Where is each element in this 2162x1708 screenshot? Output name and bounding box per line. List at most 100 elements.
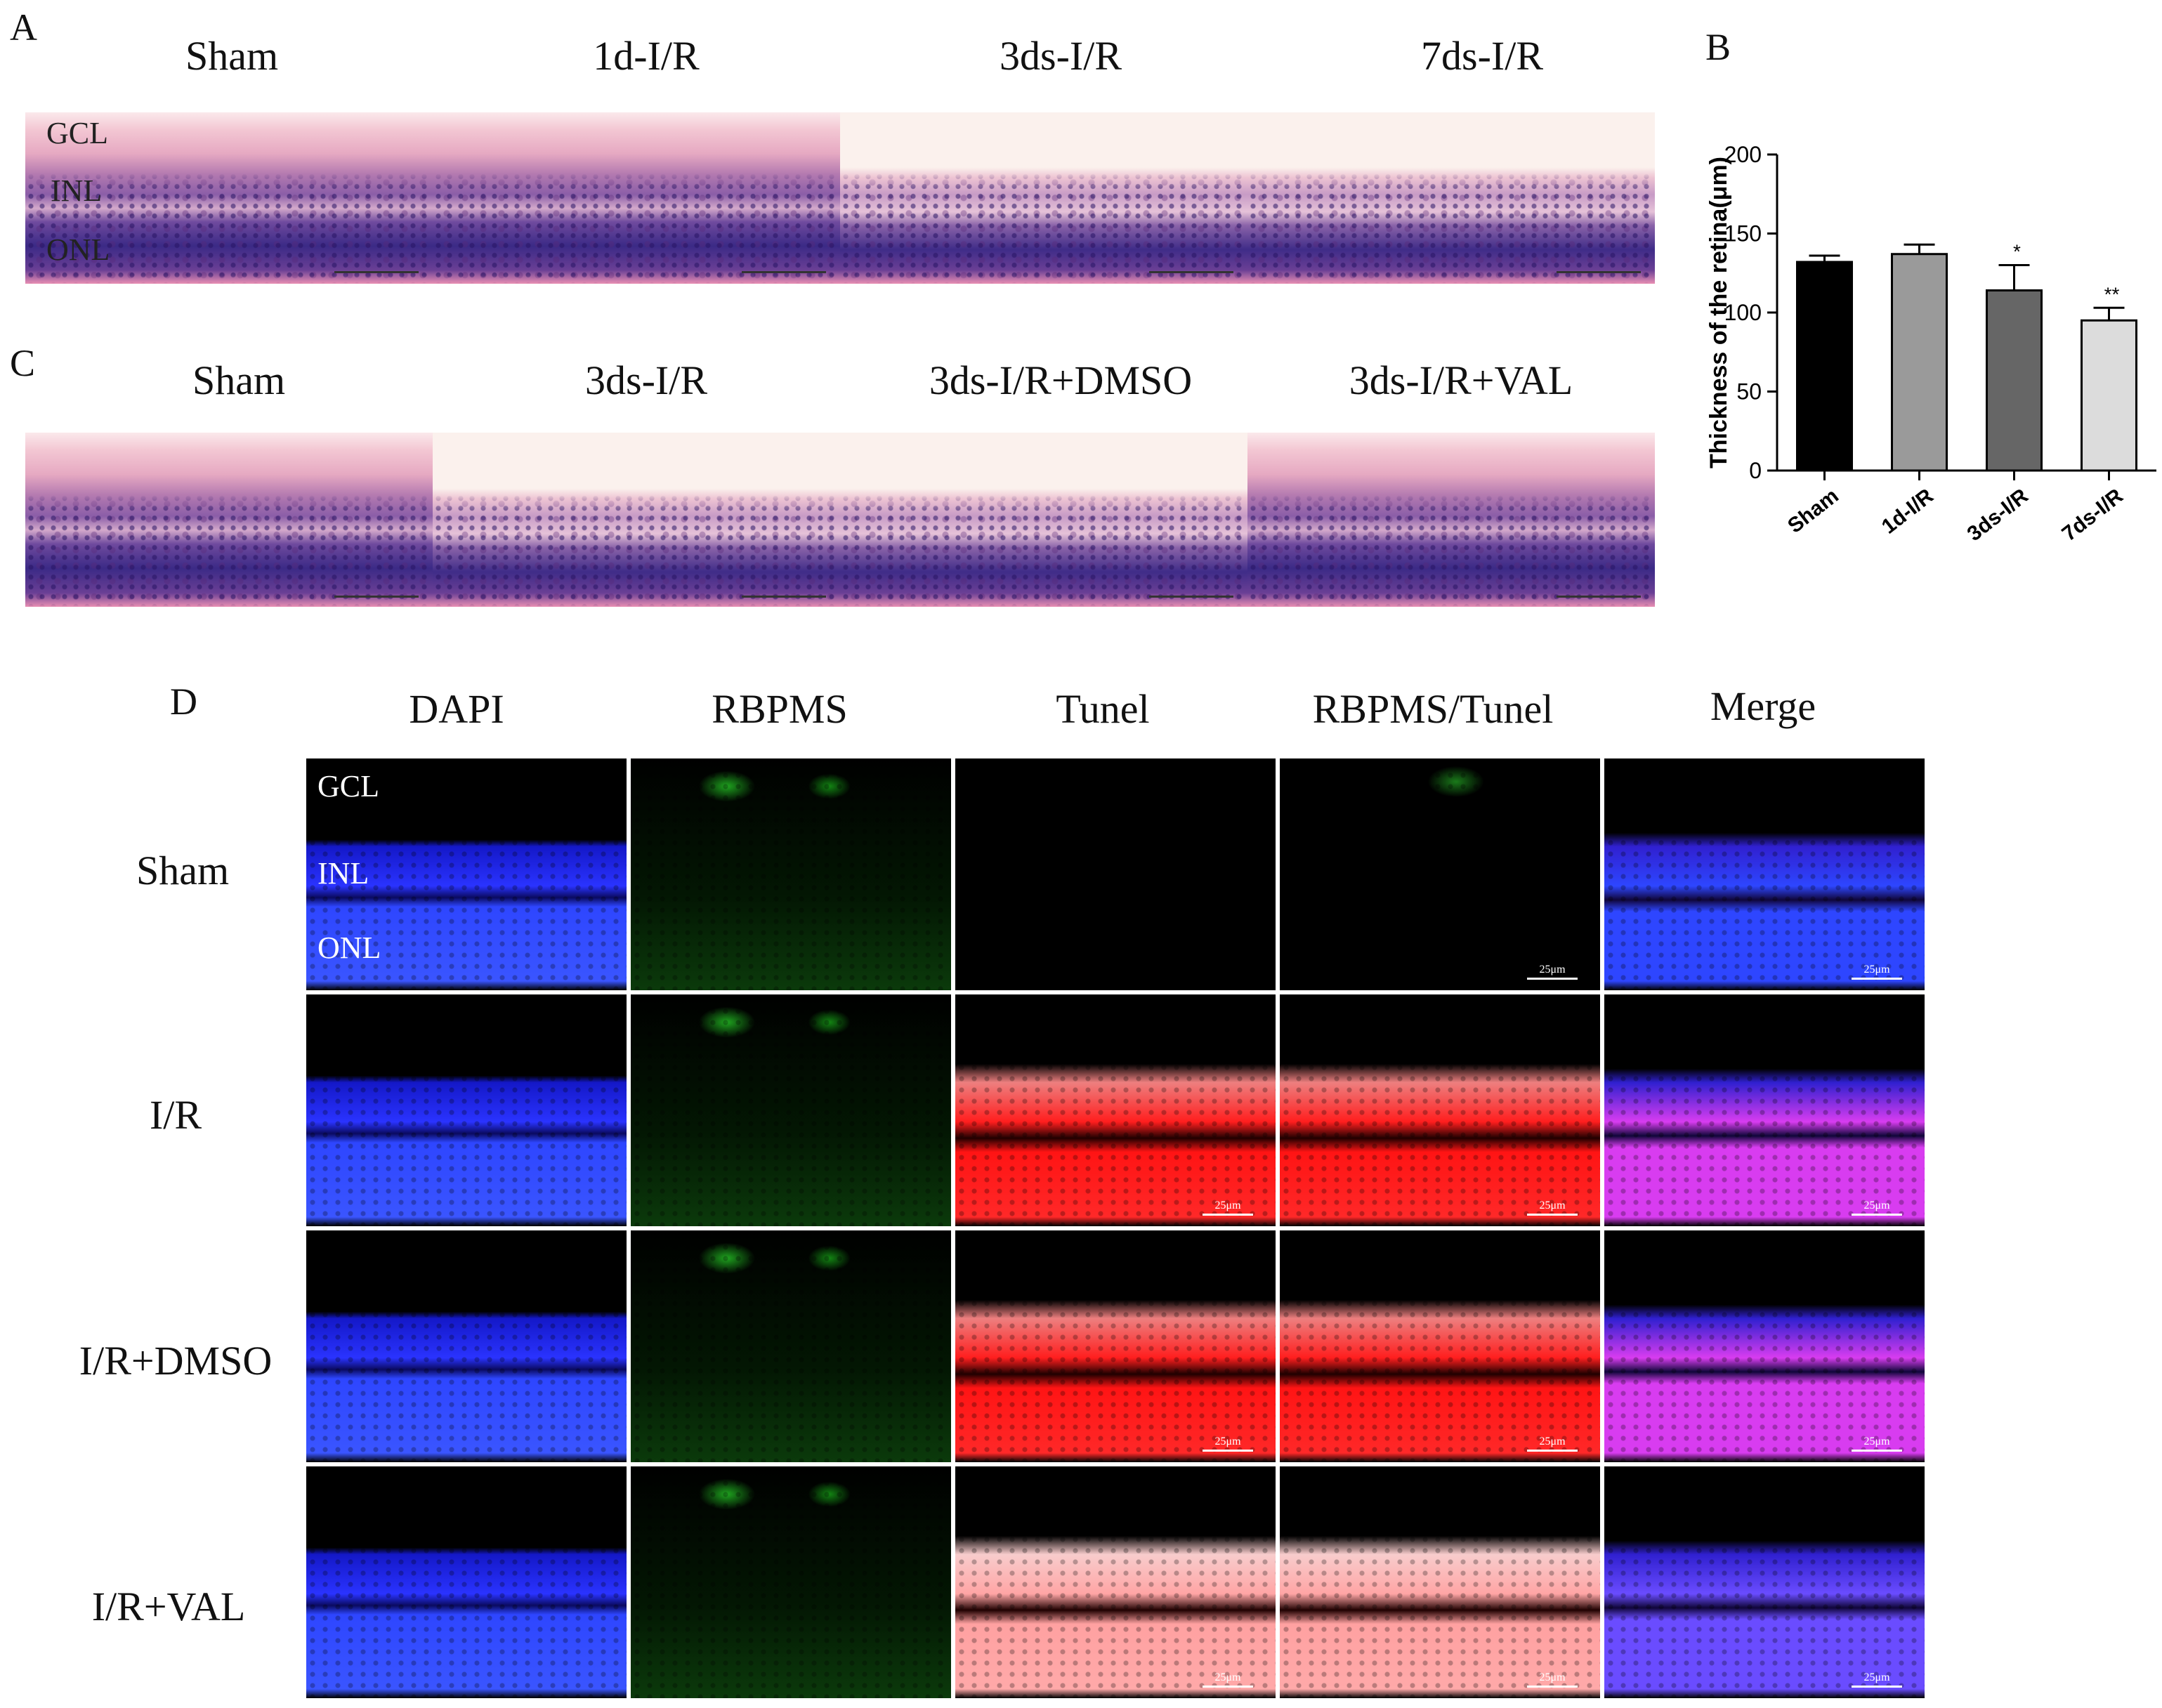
scale-bar-line	[1203, 1214, 1253, 1216]
y-tick-label: 0	[1749, 458, 1762, 483]
cell-texture	[1280, 758, 1600, 990]
cell-texture	[1280, 1466, 1600, 1698]
y-axis-label: Thickness of the retina(μm)	[1705, 157, 1732, 468]
panel-d-row-ir: I/R	[149, 1092, 202, 1138]
fluorescence-image: 25μm	[955, 994, 1276, 1226]
cell-texture	[306, 1466, 627, 1698]
fluorescence-image: 25μm	[1280, 758, 1600, 990]
fluorescence-image: 25μm	[955, 1230, 1276, 1462]
bar	[1796, 261, 1853, 472]
layer-label-inl: INL	[317, 856, 369, 891]
fluorescence-image: 25μm	[1604, 994, 1925, 1226]
panel-c-col-sham: Sham	[192, 357, 286, 403]
panel-c-col-dmso: 3ds-I/R+DMSO	[929, 357, 1193, 403]
panel-a-col-sham: Sham	[185, 33, 279, 79]
x-tick-label: 1d-I/R	[1878, 484, 1938, 539]
panel-c-col-val: 3ds-I/R+VAL	[1349, 357, 1573, 403]
cell-texture	[955, 758, 1276, 990]
panel-d-row-sham: Sham	[136, 848, 230, 893]
scale-bar: 25μm	[1203, 1671, 1253, 1688]
scale-bar-label: 25μm	[1214, 1436, 1241, 1447]
he-image-c-3ds	[433, 433, 842, 607]
cell-texture	[631, 994, 951, 1226]
panel-d-row-dmso: I/R+DMSO	[79, 1338, 273, 1384]
cell-texture	[631, 1230, 951, 1462]
cell-texture	[1604, 994, 1925, 1226]
scale-bar	[742, 271, 826, 273]
scale-bar-label: 25μm	[1214, 1200, 1241, 1211]
scale-bar-label: 25μm	[1539, 964, 1566, 975]
he-image-a-sham: GCL INL ONL	[25, 112, 435, 284]
cell-texture	[955, 1466, 1276, 1698]
scale-bar-line	[1852, 1214, 1902, 1216]
y-tick-label: 100	[1724, 300, 1762, 325]
x-tick-label: 3ds-I/R	[1963, 484, 2033, 546]
y-tick-label: 150	[1724, 221, 1762, 247]
fluorescence-image: 25μm	[955, 1466, 1276, 1698]
scale-bar-line	[1203, 1686, 1253, 1688]
cell-texture	[1604, 1466, 1925, 1698]
scale-bar	[742, 596, 826, 598]
he-image-a-3ds	[840, 112, 1250, 284]
scale-bar-label: 25μm	[1863, 1436, 1890, 1447]
cell-texture	[306, 994, 627, 1226]
layer-label-onl: ONL	[317, 931, 381, 965]
fluorescence-image: 25μm	[1604, 1230, 1925, 1462]
fluorescence-image	[631, 758, 951, 990]
scale-bar	[334, 271, 419, 273]
scale-bar-label: 25μm	[1863, 1671, 1890, 1683]
scale-bar-label: 25μm	[1539, 1436, 1566, 1447]
panel-d-col-rbpms: RBPMS	[712, 686, 848, 732]
panel-d-col-rbpms-tunel: RBPMS/Tunel	[1312, 686, 1554, 732]
fluorescence-image: 25μm	[1604, 758, 1925, 990]
scale-bar-line	[1527, 1686, 1578, 1688]
scale-bar: 25μm	[1527, 964, 1578, 980]
he-image-c-dmso	[840, 433, 1250, 607]
panel-c-col-3ds: 3ds-I/R	[585, 357, 707, 403]
scale-bar: 25μm	[1527, 1671, 1578, 1688]
significance-label: *	[2013, 241, 2021, 263]
x-tick-label: Sham	[1783, 485, 1843, 538]
panel-letter-c: C	[10, 342, 36, 384]
fluorescence-image	[631, 1466, 951, 1698]
scale-bar	[1149, 271, 1233, 273]
panel-letter-b: B	[1705, 26, 1731, 68]
scale-bar-label: 25μm	[1539, 1671, 1566, 1683]
layer-label-gcl: GCL	[46, 116, 108, 150]
y-tick-label: 200	[1724, 142, 1762, 167]
fluorescence-image: 25μm	[1280, 1466, 1600, 1698]
scale-bar: 25μm	[1527, 1200, 1578, 1216]
scale-bar	[334, 596, 419, 598]
scale-bar: 25μm	[1203, 1200, 1253, 1216]
significance-label: **	[2104, 283, 2120, 305]
fluorescence-image	[955, 758, 1276, 990]
scale-bar-line	[1527, 978, 1578, 980]
scale-bar	[1557, 271, 1641, 273]
scale-bar-line	[1527, 1214, 1578, 1216]
bar	[1891, 253, 1948, 472]
scale-bar-line	[1527, 1450, 1578, 1452]
he-image-a-7ds	[1247, 112, 1657, 284]
cell-texture	[955, 1230, 1276, 1462]
cell-texture	[1604, 758, 1925, 990]
panel-d-col-merge: Merge	[1710, 683, 1816, 729]
bar	[1986, 289, 2043, 472]
scale-bar-line	[1852, 1686, 1902, 1688]
fluorescence-image	[306, 1466, 627, 1698]
scale-bar-line	[1852, 978, 1902, 980]
fluorescence-image: 25μm	[1280, 1230, 1600, 1462]
panel-d-row-val: I/R+VAL	[91, 1584, 246, 1629]
fluorescence-image: GCL INL ONL	[306, 758, 627, 990]
cell-texture	[631, 1466, 951, 1698]
he-image-c-sham	[25, 433, 435, 607]
scale-bar: 25μm	[1852, 1436, 1902, 1452]
cell-texture	[631, 758, 951, 990]
scale-bar: 25μm	[1203, 1436, 1253, 1452]
panel-a-col-7ds: 7ds-I/R	[1421, 33, 1543, 79]
scale-bar-line	[1203, 1450, 1253, 1452]
layer-label-onl: ONL	[46, 232, 110, 267]
scale-bar-line	[1852, 1450, 1902, 1452]
panel-letter-d: D	[170, 681, 197, 723]
scale-bar	[1149, 596, 1233, 598]
